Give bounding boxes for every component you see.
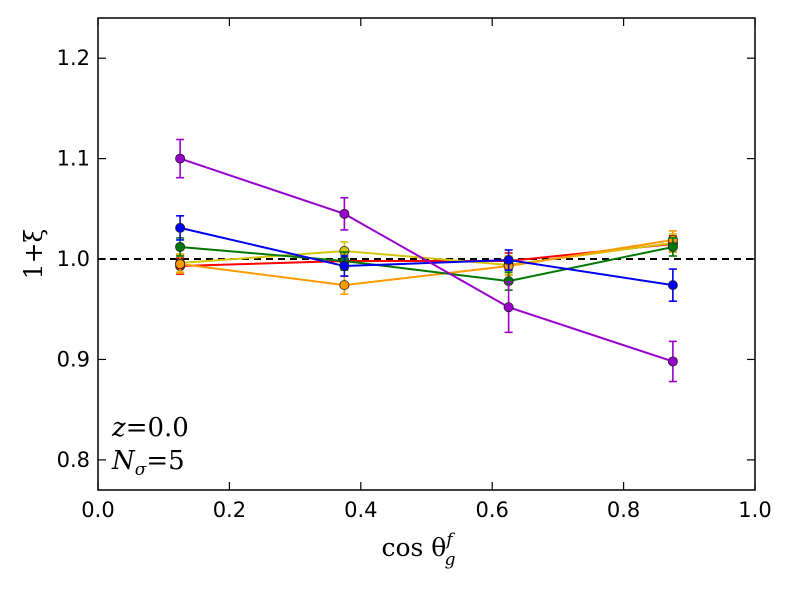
series-line-blue bbox=[179, 226, 674, 287]
series-purple bbox=[175, 138, 678, 383]
data-point bbox=[667, 356, 678, 367]
plot-frame bbox=[97, 17, 756, 491]
y-tick-label: 1.1 bbox=[57, 147, 90, 171]
x-tick-label: 0.2 bbox=[213, 498, 246, 522]
data-point bbox=[175, 241, 186, 252]
x-tick-label: 0.4 bbox=[344, 498, 377, 522]
y-tick-label: 0.9 bbox=[57, 347, 90, 371]
x-tick-label: 0.6 bbox=[475, 498, 508, 522]
data-point bbox=[339, 208, 350, 219]
data-point bbox=[503, 302, 514, 313]
axes-layer bbox=[97, 17, 756, 491]
x-tick-label: 1.0 bbox=[738, 498, 771, 522]
series-line-orange bbox=[179, 238, 674, 287]
y-axis-label: 1+ξ bbox=[19, 229, 48, 280]
y-tick-label: 1.2 bbox=[57, 46, 90, 70]
data-point bbox=[175, 153, 186, 164]
redshift-annotation: z=0.0 bbox=[111, 413, 189, 443]
series-blue bbox=[175, 215, 678, 303]
y-tick-label: 1.0 bbox=[57, 247, 90, 271]
y-tick-label: 0.8 bbox=[57, 448, 90, 472]
data-point bbox=[667, 280, 678, 291]
data-point bbox=[339, 261, 350, 272]
data-point bbox=[503, 255, 514, 266]
nsigma-annotation: Nσ=5 bbox=[111, 446, 185, 480]
data-point bbox=[175, 259, 186, 270]
ticks-layer: 0.0 0.2 0.4 0.6 0.8 1.0 0.8 0.9 1.0 1.1 1.2 bbox=[57, 18, 772, 522]
x-axis-label: cos θf g bbox=[381, 530, 455, 570]
series-red bbox=[175, 235, 678, 275]
x-tick-label: 0.8 bbox=[607, 498, 640, 522]
series-layer bbox=[175, 138, 678, 383]
data-point bbox=[339, 280, 350, 291]
data-point bbox=[175, 222, 186, 233]
data-point bbox=[667, 241, 678, 252]
series-line-purple bbox=[179, 157, 674, 363]
series-line-green bbox=[180, 245, 674, 283]
x-tick-label: 0.0 bbox=[81, 498, 114, 522]
